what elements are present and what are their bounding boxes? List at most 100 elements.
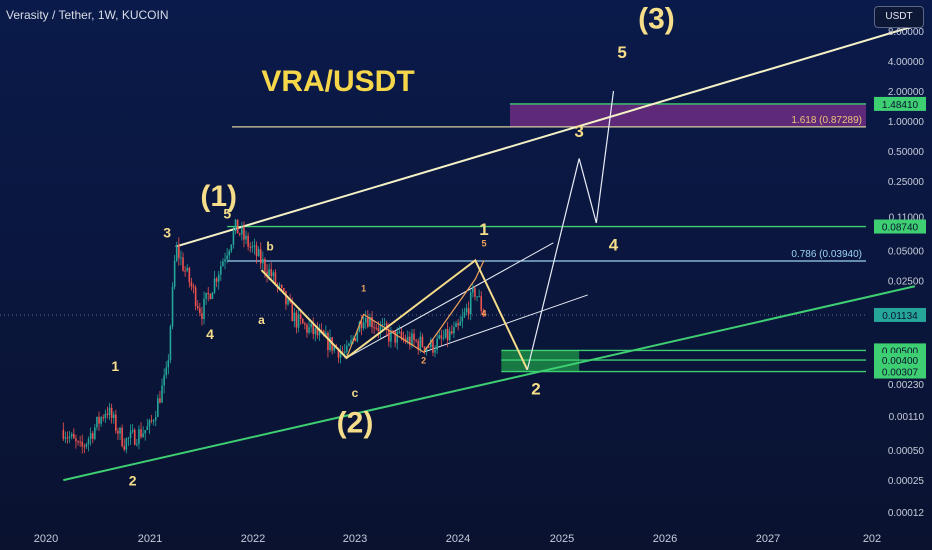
candle-body (375, 327, 378, 329)
candle-body (81, 441, 84, 447)
y-tick-label: 0.00230 (888, 380, 925, 391)
y-tick-label: 1.00000 (888, 117, 925, 128)
candle-body (255, 245, 258, 257)
candle-body (276, 284, 279, 286)
candle-body (75, 438, 77, 442)
candle-body (209, 294, 212, 300)
candle-body (455, 323, 457, 328)
candle-body (457, 323, 459, 326)
candle-body (354, 338, 357, 341)
candle-body (133, 429, 136, 445)
wave-label-VRA/USDT: VRA/USDT (261, 65, 414, 98)
candle-body (83, 446, 86, 448)
y-tick-label: 0.25000 (888, 177, 925, 188)
candle-body (406, 336, 409, 342)
candle-body (476, 296, 478, 298)
sub-wave-path (345, 260, 485, 359)
candle-body (157, 398, 159, 417)
price-label-box (874, 96, 926, 111)
wave-label-4: 4 (206, 326, 214, 342)
candle-body (308, 327, 310, 333)
candle-body (264, 259, 266, 272)
candle-body (232, 231, 235, 245)
candle-body (396, 332, 399, 343)
candle-body (188, 267, 191, 283)
candle-body (430, 339, 432, 348)
candle-body (89, 433, 92, 439)
candle-body (312, 323, 315, 335)
candle-body (377, 328, 380, 332)
candle-body (314, 328, 317, 335)
candle-body (196, 305, 199, 309)
candle-body (318, 330, 321, 336)
candle-body (96, 416, 98, 428)
candle-body (262, 259, 264, 264)
candle-body (152, 420, 155, 422)
candle-body (129, 431, 132, 438)
candle-body (421, 336, 424, 347)
candle-body (367, 317, 369, 327)
candle-body (388, 329, 390, 342)
wave-label-5: 5 (223, 206, 231, 222)
candle-body (381, 324, 384, 326)
candle-body (451, 331, 453, 334)
y-tick-label: 0.00110 (889, 412, 925, 423)
candle-body (238, 233, 241, 235)
candle-body (480, 296, 483, 311)
fib-label-0.87289: 1.618 (0.87289) (791, 115, 862, 126)
candle-body (346, 345, 348, 352)
wave-label-c: c (352, 386, 359, 400)
candle-body (190, 282, 193, 287)
candle-body (182, 257, 184, 271)
y-tick-label: 0.00012 (888, 508, 925, 519)
candle-body (369, 317, 371, 327)
candle-body (274, 272, 277, 285)
wave-label-2: 2 (531, 380, 540, 399)
candle-body (161, 385, 163, 403)
candle-body (243, 228, 245, 240)
candle-body (301, 318, 304, 324)
currency-unit-button[interactable]: USDT (874, 6, 924, 28)
candle-body (121, 427, 123, 447)
price-label-0.00400: 0.00400 (882, 356, 919, 367)
wave-label-(3): (3) (638, 2, 675, 35)
candle-body (293, 312, 296, 322)
candle-body (419, 336, 422, 350)
wave-label-b: b (266, 240, 273, 254)
candle-body (199, 308, 201, 313)
candle-body (222, 261, 224, 267)
y-tick-label: 8.00000 (888, 27, 925, 38)
candle-body (278, 285, 281, 287)
candle-body (205, 292, 207, 299)
candle-body (253, 245, 256, 247)
candle-body (249, 246, 252, 248)
candle-body (350, 340, 352, 344)
candle-body (304, 323, 306, 325)
candle-body (444, 329, 447, 338)
candle-body (306, 324, 308, 333)
candle-body (320, 330, 323, 332)
candle-body (91, 433, 94, 439)
x-tick-label: 2025 (550, 533, 574, 545)
candle-body (329, 337, 331, 350)
candle-body (136, 443, 138, 445)
candle-body (142, 433, 144, 438)
candle-body (117, 430, 119, 434)
price-label-0.00307: 0.00307 (882, 368, 919, 379)
wave-label-3: 3 (574, 122, 583, 141)
candle-body (409, 336, 411, 346)
candle-body (448, 331, 451, 341)
candle-body (146, 426, 149, 431)
candle-body (465, 308, 468, 313)
candle-body (291, 302, 294, 322)
candle-body (459, 321, 462, 326)
candle-body (77, 441, 79, 443)
candle-body (402, 337, 405, 339)
candle-body (297, 314, 300, 328)
candle-body (140, 429, 142, 438)
candle-body (184, 270, 186, 272)
wave-label-5: 5 (481, 239, 486, 249)
candle-body (62, 429, 65, 439)
candle-body (108, 407, 111, 416)
